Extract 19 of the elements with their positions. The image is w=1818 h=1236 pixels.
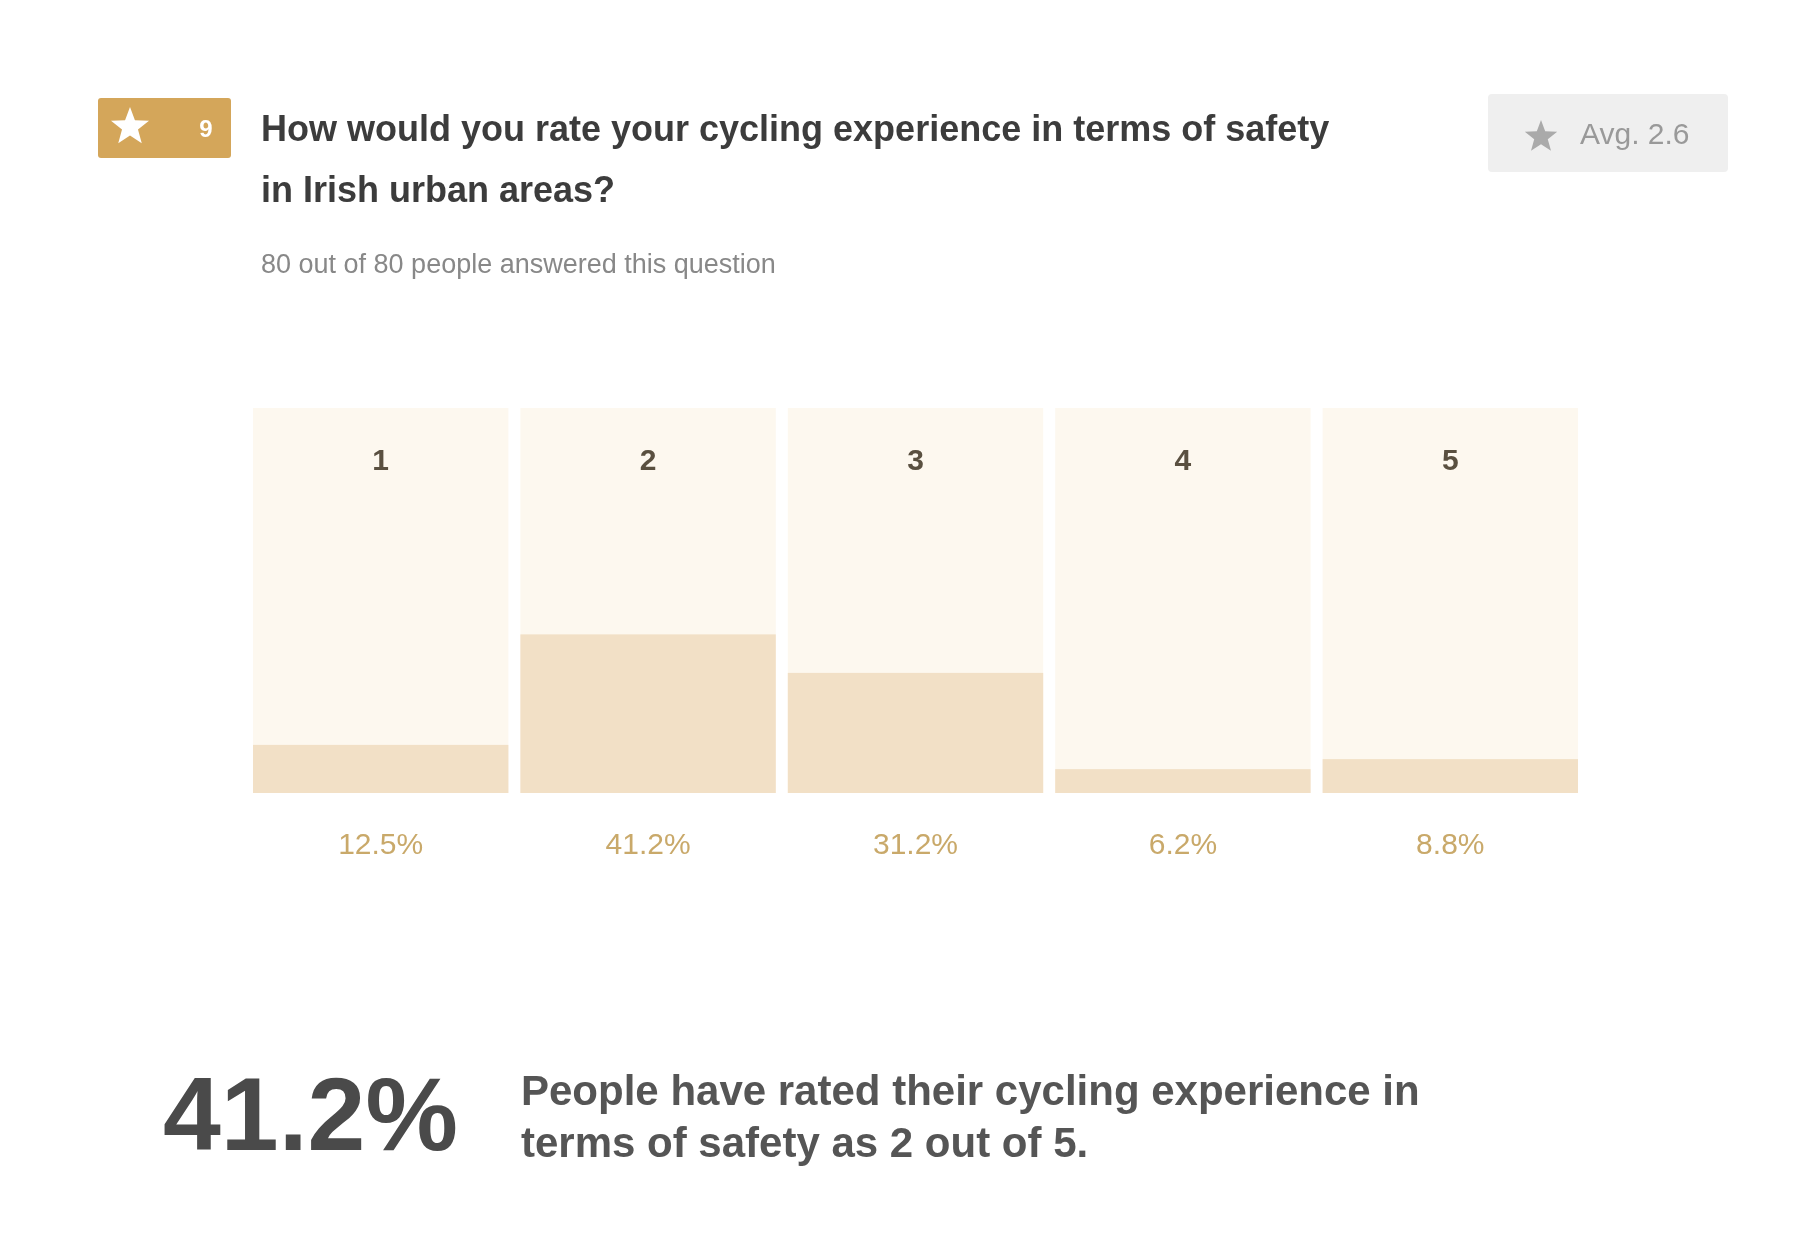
bar xyxy=(1322,759,1578,793)
chart-title: How would you rate your cycling experience in terms of safety in Irish urban areas? xyxy=(261,108,1330,210)
data-label: 12.5% xyxy=(338,827,424,860)
text: People have rated their cycling experience in terms of safety as 2 out of 5. xyxy=(521,1067,1420,1166)
chart-subtitle: 80 out of 80 people answered this question xyxy=(261,249,776,279)
bar xyxy=(253,744,509,793)
text: 41.2% xyxy=(163,1056,458,1172)
x-tick-label: 1 xyxy=(372,443,390,476)
bar xyxy=(1055,769,1311,793)
data-label: 41.2% xyxy=(605,827,691,860)
x-tick-label: 4 xyxy=(1174,443,1192,476)
data-label: 8.8% xyxy=(1416,827,1485,860)
data-label: 6.2% xyxy=(1148,827,1218,860)
text: 9 xyxy=(199,115,213,142)
text: Avg. 2.6 xyxy=(1580,117,1690,150)
x-tick-label: 3 xyxy=(907,443,924,476)
data-label: 31.2% xyxy=(872,827,959,860)
x-tick-label: 5 xyxy=(1441,443,1459,476)
x-tick-label: 2 xyxy=(639,443,657,476)
